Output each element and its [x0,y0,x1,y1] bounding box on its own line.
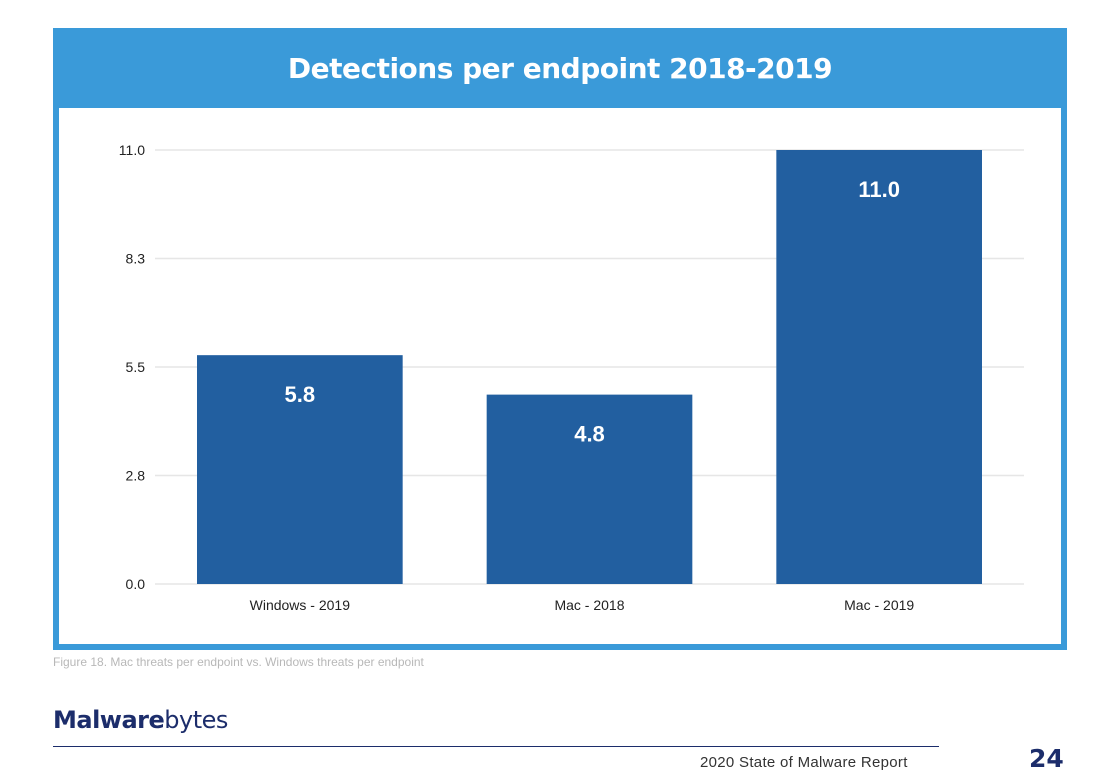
bar-value-label: 4.8 [574,422,605,447]
bar [776,150,982,584]
figure-caption: Figure 18. Mac threats per endpoint vs. … [53,655,424,669]
footer-divider [53,746,939,747]
y-tick-label: 5.5 [126,359,146,375]
logo-bold-text: Malware [53,706,165,734]
y-tick-label: 8.3 [126,251,146,267]
bar [197,355,403,584]
logo-light-text: bytes [164,706,228,734]
chart-title: Detections per endpoint 2018-2019 [53,28,1067,108]
y-axis-ticks: 0.0 2.8 5.5 8.3 11.0 [119,142,145,592]
y-tick-label: 0.0 [126,576,146,592]
page-number: 24 [1029,744,1064,773]
report-title: 2020 State of Malware Report [700,754,908,771]
x-tick-label: Mac - 2018 [554,597,624,613]
bar-value-label: 5.8 [285,382,316,407]
bar-value-label: 11.0 [858,177,900,202]
bars: 5.8 4.8 11.0 [197,150,982,584]
x-axis-ticks: Windows - 2019 Mac - 2018 Mac - 2019 [250,597,915,613]
malwarebytes-logo: Malwarebytes [53,706,228,734]
y-tick-label: 2.8 [126,468,146,484]
y-tick-label: 11.0 [119,142,145,158]
bar [486,394,693,584]
x-tick-label: Windows - 2019 [250,597,351,613]
x-tick-label: Mac - 2019 [844,597,914,613]
bar-chart: 0.0 2.8 5.5 8.3 11.0 5.8 4.8 11.0 Windows - 20… [119,142,1024,613]
